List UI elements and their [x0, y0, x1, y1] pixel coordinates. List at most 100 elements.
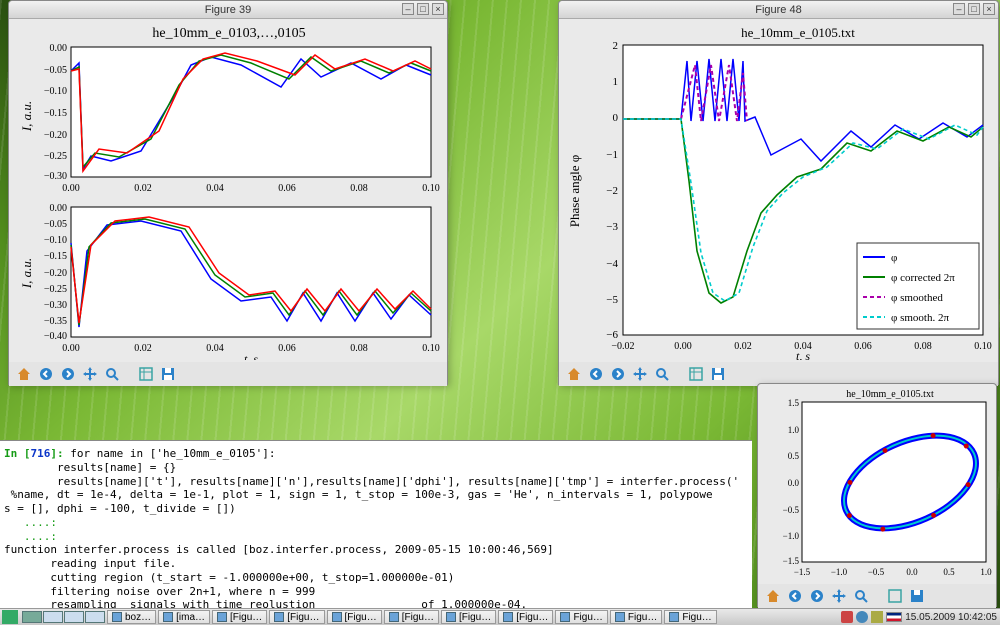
svg-text:−1.0: −1.0: [783, 531, 800, 541]
system-tray: 15.05.2009 10:42:05: [841, 611, 1000, 623]
titlebar[interactable]: Figure 39 – □ ×: [9, 1, 447, 19]
code-line: s = [], dphi = -100, t_divide = []): [4, 502, 236, 515]
code-line: for name in ['he_10mm_e_0105']:: [70, 447, 275, 460]
titlebar[interactable]: Figure 48 – □ ×: [559, 1, 998, 19]
taskbar-item[interactable]: [Figu…: [327, 610, 382, 624]
svg-text:−0.10: −0.10: [44, 235, 67, 246]
svg-text:t, s: t, s: [796, 349, 810, 360]
workspace-switcher[interactable]: [22, 611, 105, 623]
start-button[interactable]: [2, 610, 18, 624]
svg-text:Phase angle φ: Phase angle φ: [567, 155, 582, 227]
svg-text:0.02: 0.02: [134, 343, 152, 354]
svg-text:−4: −4: [606, 258, 618, 270]
code-line: results[name]['t'], results[name]['n'],r…: [31, 475, 740, 488]
minimize-button[interactable]: –: [402, 3, 414, 15]
output-line: function interfer.process is called [boz…: [4, 543, 554, 556]
save-icon[interactable]: [908, 587, 926, 605]
svg-text:−6: −6: [606, 329, 618, 341]
svg-text:1.0: 1.0: [788, 425, 800, 435]
svg-text:−0.30: −0.30: [44, 171, 67, 182]
pan-icon[interactable]: [631, 365, 649, 383]
forward-icon[interactable]: [808, 587, 826, 605]
svg-text:0.00: 0.00: [50, 43, 68, 54]
svg-text:0.06: 0.06: [278, 183, 296, 194]
configure-icon[interactable]: [687, 365, 705, 383]
svg-text:0.00: 0.00: [50, 203, 68, 214]
pan-icon[interactable]: [830, 587, 848, 605]
home-icon[interactable]: [764, 587, 782, 605]
svg-text:−0.20: −0.20: [44, 130, 67, 141]
svg-text:−0.5: −0.5: [783, 505, 800, 515]
configure-icon[interactable]: [137, 365, 155, 383]
taskbar: boz…[ima…[Figu…[Figu…[Figu…[Figu…[Figu…[…: [0, 608, 1000, 625]
back-icon[interactable]: [786, 587, 804, 605]
back-icon[interactable]: [37, 365, 55, 383]
svg-text:0.10: 0.10: [422, 183, 440, 194]
close-button[interactable]: ×: [432, 3, 444, 15]
taskbar-item[interactable]: [Figu…: [269, 610, 324, 624]
plot-area: he_10mm_e_0105.txt 1.51.00.50.0 −0.5−1.0…: [760, 386, 994, 582]
ipython-terminal[interactable]: In [716]: for name in ['he_10mm_e_0105']…: [0, 440, 752, 608]
zoom-icon[interactable]: [653, 365, 671, 383]
svg-text:−3: −3: [606, 221, 618, 233]
maximize-button[interactable]: □: [968, 3, 980, 15]
svg-text:−1.5: −1.5: [783, 556, 800, 566]
save-icon[interactable]: [159, 365, 177, 383]
home-icon[interactable]: [15, 365, 33, 383]
keyboard-layout-icon[interactable]: [886, 612, 902, 622]
taskbar-item[interactable]: Figu…: [555, 610, 607, 624]
svg-text:−0.10: −0.10: [44, 86, 67, 97]
plot-title: he_10mm_e_0105.txt: [741, 25, 855, 40]
taskbar-item[interactable]: [Figu…: [384, 610, 439, 624]
svg-text:φ smooth. 2π: φ smooth. 2π: [891, 312, 949, 324]
svg-text:0.02: 0.02: [134, 183, 152, 194]
close-button[interactable]: ×: [983, 3, 995, 15]
taskbar-item[interactable]: [Figu…: [212, 610, 267, 624]
code-line: %name, dt = 1e-4, delta = 1e-1, plot = 1…: [11, 488, 713, 501]
svg-text:φ corrected 2π: φ corrected 2π: [891, 272, 955, 284]
zoom-icon[interactable]: [852, 587, 870, 605]
svg-text:−0.20: −0.20: [44, 268, 67, 279]
zoom-icon[interactable]: [103, 365, 121, 383]
back-icon[interactable]: [587, 365, 605, 383]
tray-icon[interactable]: [856, 611, 868, 623]
tray-icon[interactable]: [841, 611, 853, 623]
prompt: In [716]:: [4, 447, 64, 460]
configure-icon[interactable]: [886, 587, 904, 605]
tray-icon[interactable]: [871, 611, 883, 623]
taskbar-item[interactable]: [Figu…: [498, 610, 553, 624]
svg-text:0.5: 0.5: [788, 451, 800, 461]
taskbar-item[interactable]: [ima…: [158, 610, 210, 624]
pan-icon[interactable]: [81, 365, 99, 383]
home-icon[interactable]: [565, 365, 583, 383]
svg-text:−0.15: −0.15: [44, 108, 67, 119]
svg-text:−0.15: −0.15: [44, 251, 67, 262]
output-line: filtering noise over 2n+1, where n = 999: [4, 585, 315, 598]
svg-text:0.06: 0.06: [278, 343, 296, 354]
plot-area: he_10mm_e_0103,…,0105 0.00−0.05−0.10 −0.…: [11, 21, 445, 360]
svg-text:0.5: 0.5: [943, 567, 955, 577]
svg-text:−0.30: −0.30: [44, 300, 67, 311]
svg-text:−0.25: −0.25: [44, 151, 67, 162]
svg-text:−0.35: −0.35: [44, 316, 67, 327]
plot-title: he_10mm_e_0105.txt: [846, 389, 934, 400]
forward-icon[interactable]: [609, 365, 627, 383]
taskbar-item[interactable]: Figu…: [664, 610, 716, 624]
svg-text:0.08: 0.08: [350, 183, 368, 194]
svg-text:0.00: 0.00: [62, 183, 80, 194]
figure-window-small: he_10mm_e_0105.txt 1.51.00.50.0 −0.5−1.0…: [757, 383, 997, 607]
taskbar-item[interactable]: boz…: [107, 610, 156, 624]
svg-text:0.0: 0.0: [788, 478, 800, 488]
svg-text:0.08: 0.08: [914, 341, 932, 352]
maximize-button[interactable]: □: [417, 3, 429, 15]
save-icon[interactable]: [709, 365, 727, 383]
minimize-button[interactable]: –: [953, 3, 965, 15]
svg-text:−1: −1: [606, 149, 618, 161]
taskbar-item[interactable]: Figu…: [610, 610, 662, 624]
svg-text:−2: −2: [606, 185, 618, 197]
forward-icon[interactable]: [59, 365, 77, 383]
svg-text:−0.5: −0.5: [868, 567, 885, 577]
svg-text:0.02: 0.02: [734, 341, 752, 352]
taskbar-item[interactable]: [Figu…: [441, 610, 496, 624]
window-title: Figure 48: [755, 4, 801, 16]
